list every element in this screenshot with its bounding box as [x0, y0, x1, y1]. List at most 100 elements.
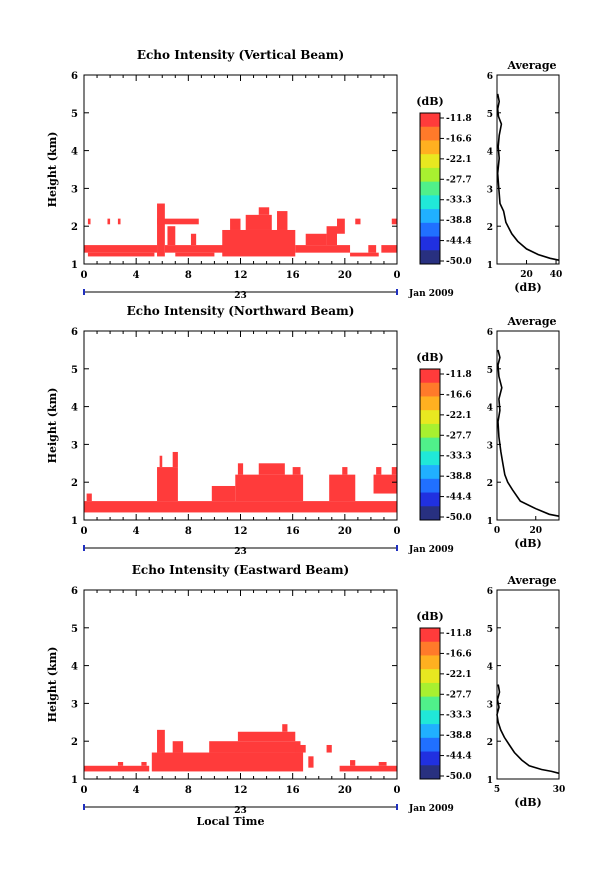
x-tick-label: 0 [81, 270, 88, 281]
echo-cell [151, 752, 304, 772]
echo-cell [117, 761, 124, 766]
y-tick-label: 2 [71, 478, 78, 489]
echo-cell [391, 218, 397, 225]
average-y-tick-label: 5 [487, 110, 493, 120]
date-label: 23 [234, 291, 247, 301]
date-label: 23 [234, 806, 247, 816]
x-tick-label: 0 [81, 526, 88, 537]
echo-cell [172, 451, 178, 468]
average-y-tick-label: 3 [487, 441, 493, 451]
colorbar-level-label: -33.3 [446, 452, 472, 462]
y-axis-label: Height (km) [46, 132, 59, 208]
average-title: Average [506, 574, 556, 587]
echo-cell [86, 493, 92, 502]
colorbar-swatch [420, 628, 440, 643]
echo-cell [141, 761, 147, 766]
colorbar-unit: (dB) [416, 95, 443, 108]
colorbar-swatch [420, 437, 440, 452]
echo-cell [295, 245, 351, 253]
echo-cell [157, 729, 165, 753]
y-tick-label: 1 [71, 260, 78, 271]
colorbar-level-label: -33.3 [446, 196, 472, 206]
colorbar-level-label: -44.4 [446, 752, 472, 762]
average-y-tick-label: 5 [487, 366, 493, 376]
echo-cell [329, 474, 356, 502]
echo-cell [277, 211, 288, 230]
colorbar-swatch [420, 209, 440, 224]
colorbar-swatch [420, 423, 440, 439]
x-axis-label: Local Time [197, 815, 265, 828]
colorbar-swatch [420, 154, 440, 169]
x-tick-label: 20 [338, 270, 352, 281]
month-label: Jan 2009 [408, 545, 454, 555]
average-profile-line [496, 93, 560, 261]
colorbar-level-label: -22.1 [446, 670, 472, 680]
month-label: Jan 2009 [408, 289, 454, 299]
colorbar-swatch [420, 382, 440, 397]
y-tick-label: 2 [71, 737, 78, 748]
colorbar-swatch [420, 641, 440, 656]
average-frame [496, 330, 560, 521]
colorbar-swatch [420, 724, 440, 739]
y-tick-label: 3 [71, 699, 78, 710]
echo-cell [368, 245, 377, 253]
month-label: Jan 2009 [408, 804, 454, 814]
x-tick-label: 16 [286, 785, 300, 796]
colorbar-swatch [420, 492, 440, 507]
echo-cell [209, 741, 301, 753]
average-y-tick-label: 1 [487, 261, 493, 271]
echo-cell [230, 218, 241, 230]
average-x-tick-label: 40 [550, 270, 563, 280]
colorbar-swatch [420, 167, 440, 183]
colorbar-unit: (dB) [416, 351, 443, 364]
y-tick-label: 6 [71, 71, 78, 82]
colorbar-swatch [420, 696, 440, 711]
average-y-tick-label: 3 [487, 700, 493, 710]
echo-cell [339, 765, 397, 772]
colorbar-level-label: -50.0 [446, 772, 472, 782]
echo-cell [381, 245, 397, 253]
echo-cell [117, 218, 121, 225]
x-tick-label: 16 [286, 526, 300, 537]
colorbar-swatch [420, 396, 440, 411]
colorbar-level-label: -16.6 [446, 649, 472, 659]
colorbar-swatch [420, 682, 440, 698]
average-x-tick-label: 20 [520, 270, 533, 280]
x-tick-label: 12 [234, 785, 248, 796]
colorbar-swatch [420, 465, 440, 480]
x-tick-label: 8 [185, 526, 192, 537]
echo-cell [159, 455, 163, 468]
echo-cell [164, 245, 225, 253]
echo-cell [84, 765, 150, 772]
colorbar-level-label: -11.8 [446, 114, 472, 124]
colorbar-swatch [420, 710, 440, 725]
echo-cell [355, 218, 361, 225]
average-x-label: (dB) [514, 281, 541, 294]
colorbar-level-label: -11.8 [446, 629, 472, 639]
echo-cell [157, 218, 199, 225]
date-label: 23 [234, 547, 247, 557]
average-title: Average [506, 59, 556, 72]
x-tick-label: 4 [133, 526, 140, 537]
colorbar-frame [419, 627, 441, 780]
y-axis-label: Height (km) [46, 388, 59, 464]
average-y-tick-label: 4 [487, 404, 493, 414]
colorbar-level-label: -22.1 [446, 411, 472, 421]
average-y-tick-label: 6 [487, 72, 493, 82]
echo-cell [175, 252, 215, 257]
x-tick-label: 4 [133, 785, 140, 796]
colorbar-level-label: -11.8 [446, 370, 472, 380]
average-y-tick-label: 2 [487, 479, 493, 489]
colorbar-swatch [420, 181, 440, 196]
colorbar-swatch [420, 222, 440, 238]
average-y-tick-label: 1 [487, 517, 493, 527]
echo-cell [373, 474, 397, 494]
echo-cell [84, 245, 158, 253]
y-tick-label: 5 [71, 365, 78, 376]
colorbar-level-label: -44.4 [446, 493, 472, 503]
colorbar-level-label: -44.4 [446, 237, 472, 247]
average-x-label: (dB) [514, 796, 541, 809]
colorbar-swatch [420, 140, 440, 155]
colorbar-level-label: -38.8 [446, 731, 472, 741]
echo-cell [245, 214, 272, 230]
